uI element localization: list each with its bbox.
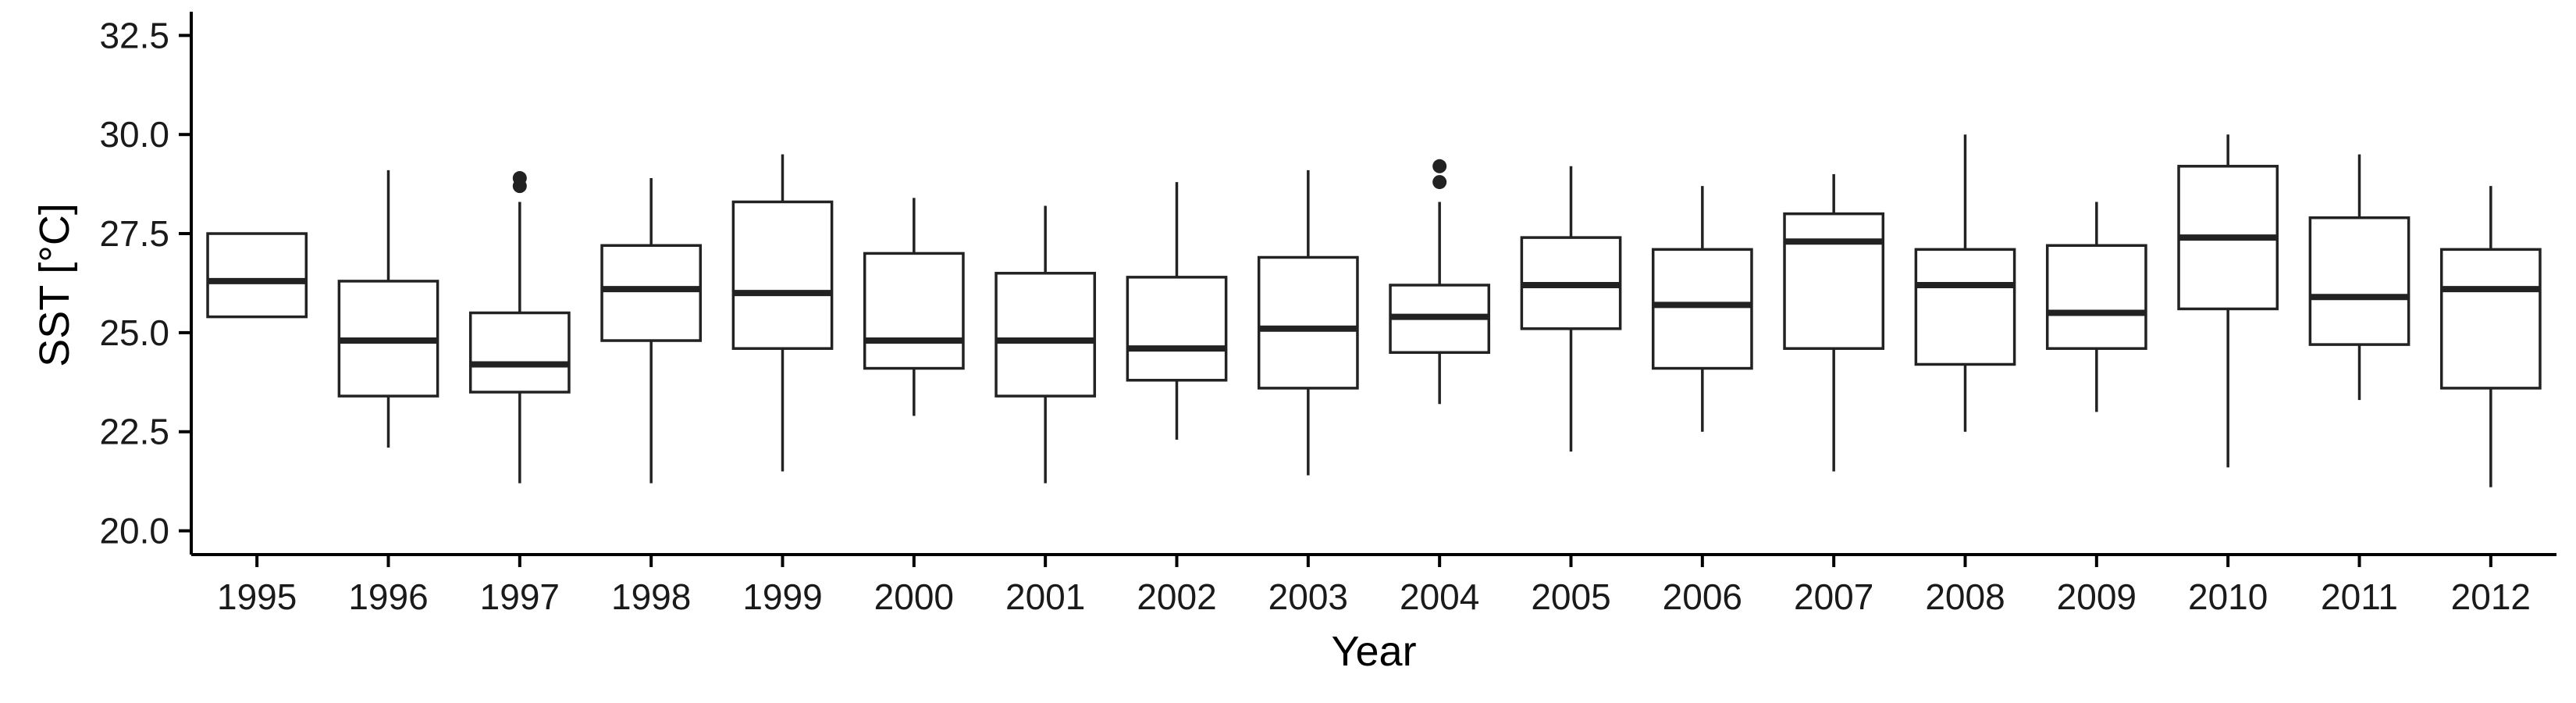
iqr-box (2308, 216, 2411, 346)
box-group-1996 (337, 170, 439, 448)
x-tick-label: 2003 (1268, 576, 1348, 617)
x-tick-label: 2000 (874, 576, 954, 617)
box-group-2001 (994, 205, 1097, 484)
x-axis-title: Year (1331, 628, 1416, 675)
iqr-box (468, 311, 571, 394)
x-tick-label: 1996 (348, 576, 428, 617)
box-group-1997 (468, 171, 571, 484)
iqr-box (731, 200, 834, 350)
x-tick-label: 2007 (1794, 576, 1873, 617)
x-tick-label: 2005 (1531, 576, 1610, 617)
x-tick-label: 1998 (611, 576, 691, 617)
iqr-box (2439, 248, 2542, 390)
box-series (206, 134, 2542, 487)
box-group-2005 (1520, 166, 1622, 452)
box-group-2006 (1651, 186, 1753, 432)
x-tick-label: 2004 (1400, 576, 1479, 617)
y-tick-label: 30.0 (99, 114, 169, 155)
x-tick-label: 2011 (2321, 576, 2398, 617)
box-group-2010 (2177, 134, 2279, 468)
box-group-2002 (1126, 182, 1228, 440)
box-group-2012 (2439, 186, 2542, 487)
y-tick-label: 32.5 (99, 15, 169, 55)
x-tick-label: 1995 (217, 576, 297, 617)
iqr-box (1783, 212, 1885, 350)
iqr-box (863, 252, 965, 370)
x-tick-label: 2009 (2057, 576, 2137, 617)
x-tick-label: 2008 (1925, 576, 2005, 617)
outlier-point (512, 171, 527, 186)
iqr-box (1257, 255, 1359, 390)
x-tick-label: 2010 (2188, 576, 2268, 617)
iqr-box (1651, 248, 1753, 370)
x-tick-label: 1997 (480, 576, 560, 617)
outlier-point (1432, 175, 1447, 190)
box-group-1995 (206, 232, 308, 319)
x-tick-label: 2001 (1005, 576, 1085, 617)
x-tick-label: 2006 (1663, 576, 1742, 617)
y-tick-label: 22.5 (99, 412, 169, 452)
iqr-box (2045, 244, 2147, 350)
y-tick-label: 27.5 (99, 213, 169, 254)
box-group-2000 (863, 198, 965, 416)
x-axis-ticks: 1995 1996 1997 1998 1999 2000 2001 2002 2003 2004… (217, 555, 2531, 617)
iqr-box (206, 232, 308, 319)
iqr-box (1914, 248, 2016, 366)
box-group-2009 (2045, 202, 2147, 412)
y-axis-title: SST [°C] (31, 203, 78, 367)
box-group-1999 (731, 154, 834, 472)
box-group-2004 (1389, 159, 1491, 405)
iqr-box (1126, 276, 1228, 382)
outlier-point (1432, 159, 1447, 173)
x-tick-label: 1999 (742, 576, 822, 617)
y-axis-ticks: 20.0 22.5 25.0 27.5 30.0 32.5 (99, 15, 191, 551)
iqr-box (600, 244, 703, 342)
box-group-2003 (1257, 170, 1359, 476)
x-tick-label: 2012 (2451, 576, 2531, 617)
iqr-box (994, 272, 1097, 398)
box-group-2007 (1783, 173, 1885, 472)
box-group-2008 (1914, 134, 2016, 432)
y-tick-label: 20.0 (99, 511, 169, 551)
box-group-1998 (600, 178, 703, 484)
y-tick-label: 25.0 (99, 312, 169, 353)
box-group-2011 (2308, 154, 2411, 401)
x-tick-label: 2002 (1137, 576, 1216, 617)
